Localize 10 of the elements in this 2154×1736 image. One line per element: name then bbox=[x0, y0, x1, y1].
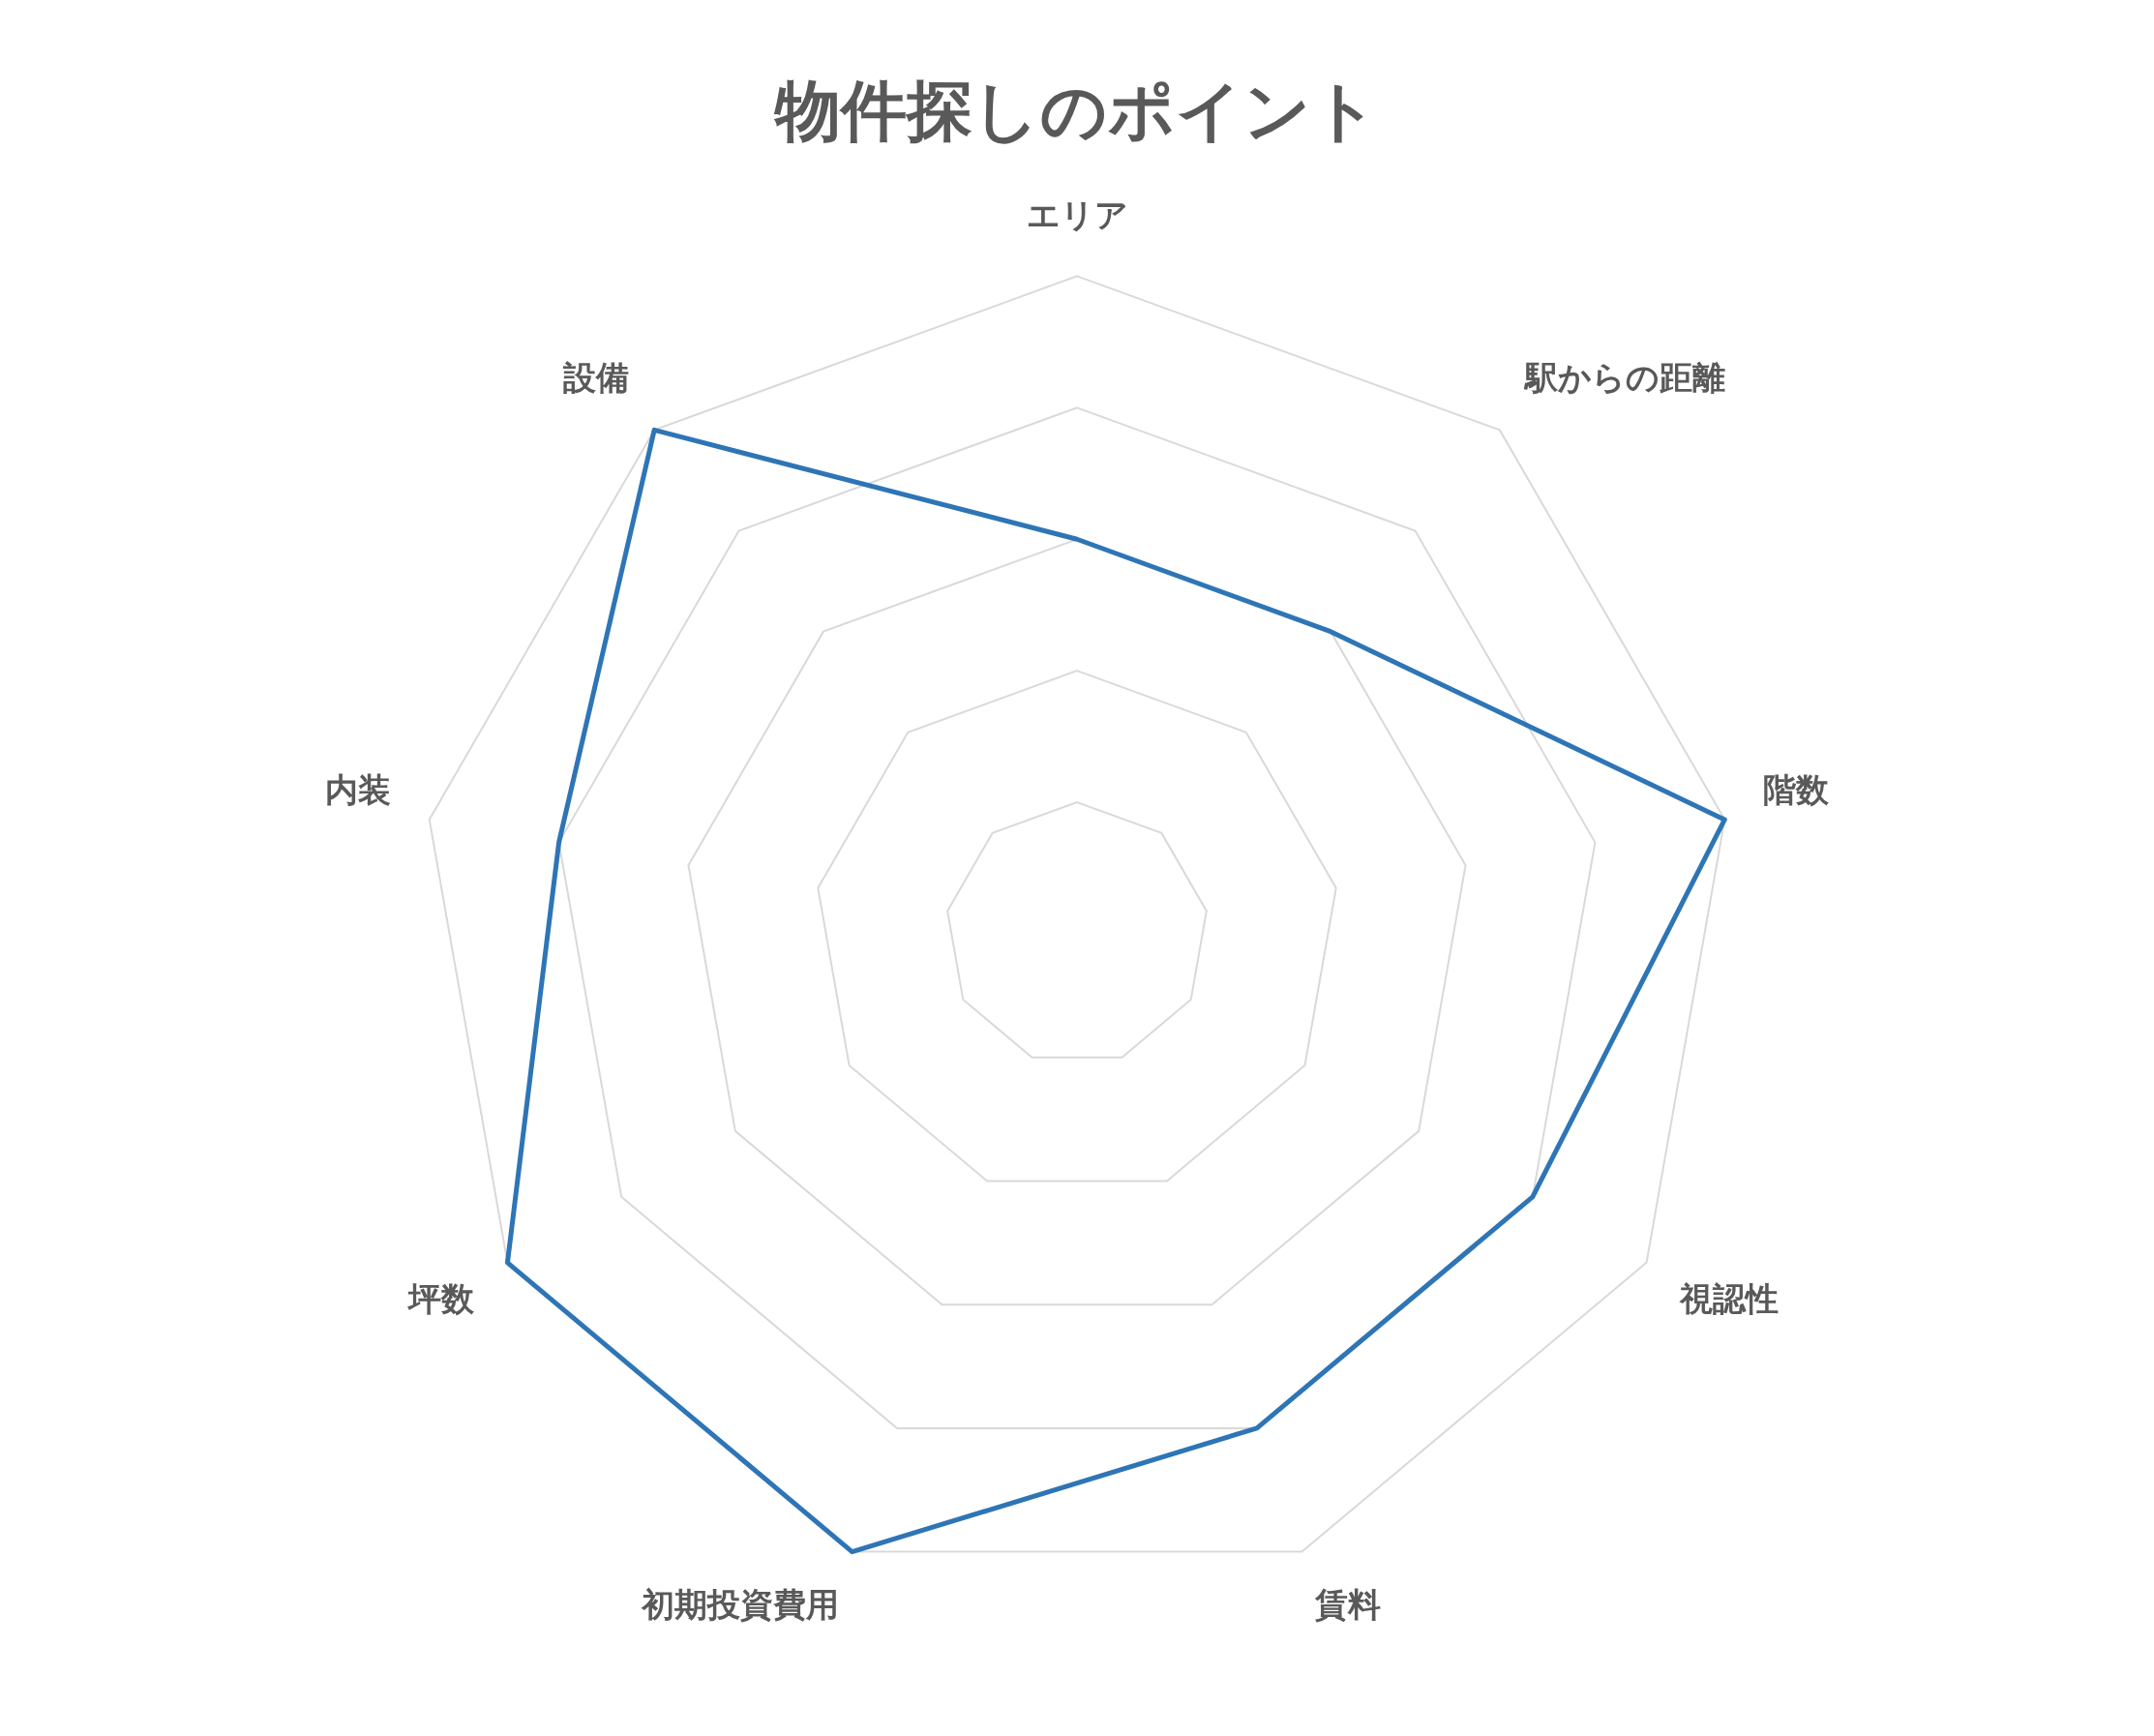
chart-title: 物件探しのポイント bbox=[773, 73, 1379, 150]
spoke-label: 内装 bbox=[325, 770, 392, 810]
spoke-label: エリア bbox=[1026, 195, 1128, 234]
spoke-label: 初期投資費用 bbox=[640, 1585, 839, 1625]
spoke-label: 坪数 bbox=[405, 1279, 475, 1319]
spoke-label: 設備 bbox=[562, 358, 630, 398]
spoke-label: 階数 bbox=[1762, 770, 1830, 810]
spoke-label: 駅からの距離 bbox=[1522, 358, 1725, 398]
spoke-label: 賃料 bbox=[1314, 1585, 1382, 1625]
spoke-label: 視認性 bbox=[1679, 1279, 1780, 1319]
